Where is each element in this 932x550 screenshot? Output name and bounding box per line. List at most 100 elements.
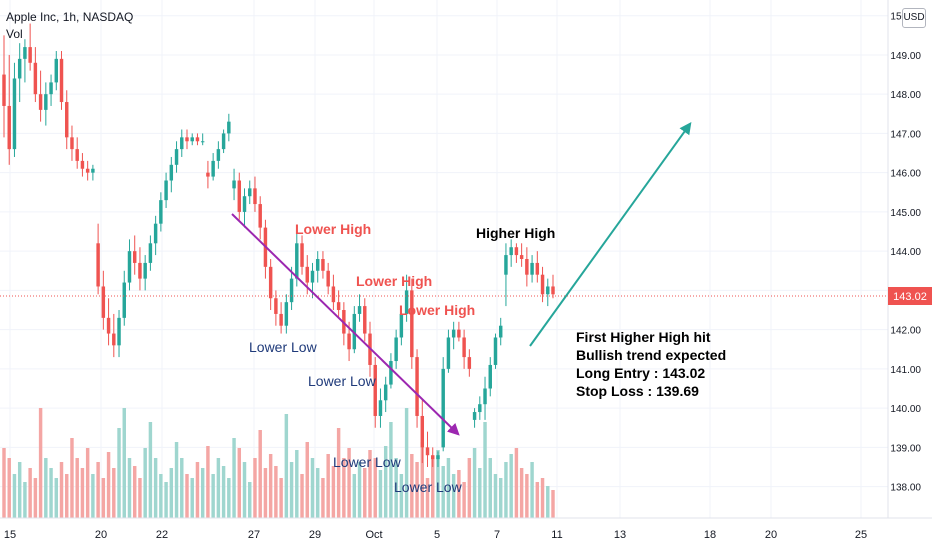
volume-bars (2, 408, 555, 518)
volume-bar (389, 422, 393, 518)
candle-body (143, 262, 147, 279)
volume-bar (488, 458, 492, 518)
candle-body (551, 286, 555, 295)
volume-bar (148, 422, 153, 518)
candle-body (399, 313, 404, 338)
volume-bar (446, 458, 451, 518)
volume-bar (91, 474, 95, 518)
volume-bar (457, 470, 461, 518)
candle-body (530, 262, 534, 275)
volume-bar (65, 474, 69, 518)
volume-bar (279, 478, 283, 518)
volume-bar (227, 478, 231, 518)
candle-body (478, 404, 482, 413)
volume-bar (514, 448, 519, 518)
time-tick-label: 15 (4, 529, 16, 541)
candle-body (525, 259, 529, 275)
volume-bar (336, 428, 341, 518)
label-lower-low-1: Lower Low (249, 339, 318, 355)
volume-bar (300, 474, 304, 518)
volume-bar (164, 482, 168, 518)
candle-body (441, 368, 445, 448)
candle-body (373, 364, 377, 416)
time-tick-label: 13 (614, 529, 626, 541)
candle-body (295, 243, 299, 279)
volume-bar (59, 462, 64, 518)
volume-bar (221, 466, 226, 518)
volume-bar (519, 468, 524, 518)
candle-body (436, 455, 440, 460)
volume-indicator-label[interactable]: Vol (6, 27, 23, 41)
candle-body (96, 243, 100, 287)
time-tick-label: 18 (704, 529, 716, 541)
candle-body (200, 141, 205, 143)
price-tick-label: 148.00 (890, 90, 921, 101)
candle-body (363, 306, 367, 334)
candle-body (23, 47, 27, 59)
volume-bar (535, 482, 540, 518)
candle-body (462, 337, 466, 358)
price-tick-label: 140.00 (890, 404, 921, 415)
volume-bar (44, 458, 48, 518)
volume-bar (190, 478, 194, 518)
volume-bar (2, 448, 6, 518)
price-axis-labels[interactable]: 138.00139.00140.00141.00142.00143.00144.… (890, 12, 921, 494)
candle-body (315, 259, 320, 271)
time-tick-label: Oct (365, 529, 382, 541)
volume-bar (17, 462, 22, 518)
volume-bar (363, 468, 367, 518)
volume-bar (347, 448, 351, 518)
volume-bar (467, 458, 472, 518)
candle-body (352, 313, 357, 350)
candle-body (2, 74, 6, 106)
volume-bar (451, 474, 456, 518)
uptrend-arrow[interactable] (529, 122, 692, 347)
candle-body (227, 121, 231, 134)
candle-body (80, 160, 85, 169)
candle-body (498, 325, 503, 338)
candle-body (258, 204, 262, 228)
candle-body (164, 180, 168, 201)
time-axis-labels[interactable]: 15 20 22 27 29 Oct 5 7 11 13 18 20 25 (4, 529, 867, 541)
symbol-title[interactable]: Apple Inc, 1h, NASDAQ (6, 10, 134, 24)
candles[interactable] (2, 23, 555, 467)
volume-bar (378, 470, 383, 518)
candle-body (300, 243, 304, 267)
volume-bar (326, 454, 330, 518)
volume-bar (54, 478, 59, 518)
volume-bar (263, 468, 268, 518)
volume-bar (373, 458, 377, 518)
candle-body (122, 282, 126, 318)
candle-body (174, 149, 179, 165)
price-tick-label: 142.00 (890, 326, 921, 337)
axes (0, 0, 932, 519)
time-tick-label: 7 (494, 529, 500, 541)
time-tick-label: 11 (551, 529, 562, 541)
candle-body (195, 137, 200, 142)
volume-bar (540, 478, 545, 518)
candle-body (326, 270, 330, 287)
downtrend-arrow[interactable] (231, 213, 460, 436)
candle-body (274, 298, 278, 314)
volume-bar (7, 458, 11, 518)
candle-body (357, 306, 362, 314)
price-tick-label: 147.00 (890, 129, 921, 140)
volume-bar (200, 468, 205, 518)
candle-body (425, 447, 430, 456)
volume-bar (180, 458, 184, 518)
candle-body (49, 82, 53, 95)
candle-body (33, 62, 38, 95)
candle-body (237, 180, 242, 212)
volume-bar (127, 458, 132, 518)
time-tick-label: 29 (309, 529, 321, 541)
candle-body (420, 415, 425, 448)
candle-body (540, 274, 545, 295)
candle-body (457, 329, 461, 338)
label-lower-high-1: Lower High (295, 221, 371, 237)
candle-body (535, 262, 540, 275)
candle-body (117, 317, 121, 346)
volume-bar (441, 466, 445, 518)
label-lower-high-3: Lower High (399, 302, 475, 318)
currency-button[interactable]: USD (902, 8, 926, 28)
